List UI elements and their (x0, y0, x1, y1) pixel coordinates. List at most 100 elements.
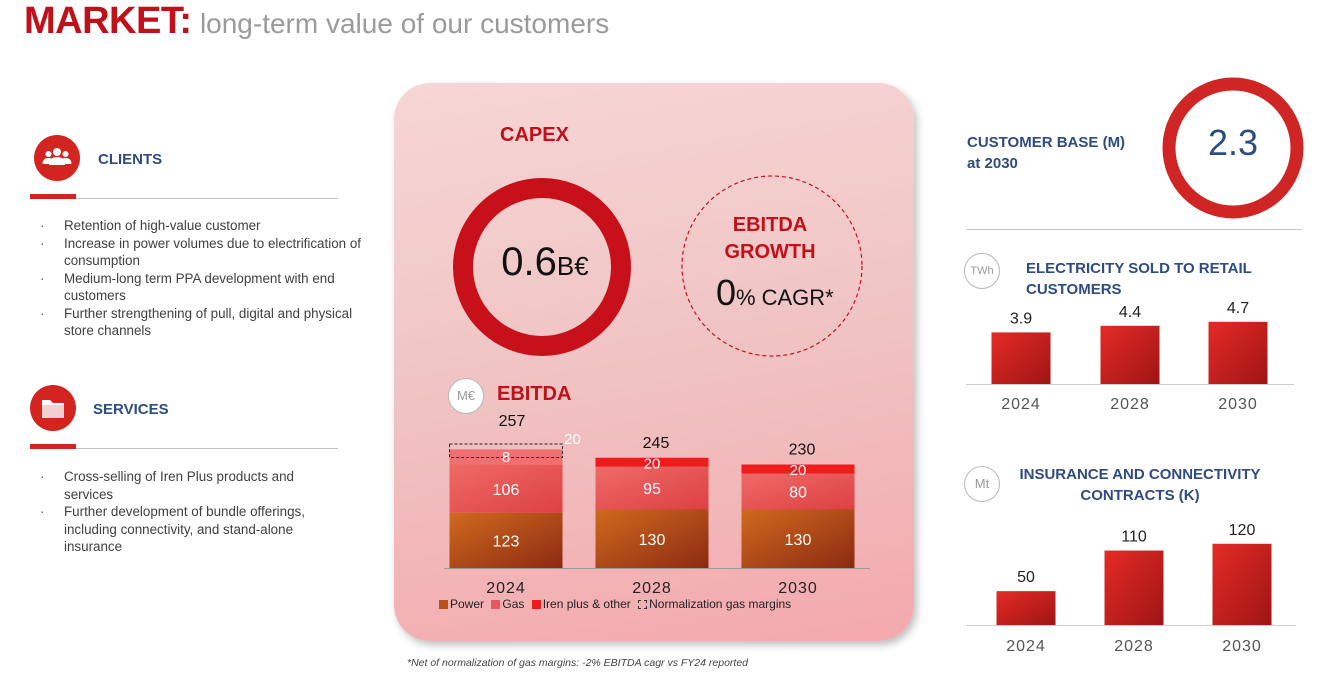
data-label: 130 (639, 532, 666, 549)
capex-value-number: 0.6 (501, 240, 557, 284)
data-label: 130 (785, 532, 812, 549)
bar-segment (741, 509, 855, 568)
bar (996, 591, 1056, 625)
data-label: 8 (502, 449, 510, 466)
services-bullets: Cross-selling of Iren Plus products and … (34, 468, 344, 556)
bar-segment (449, 449, 563, 465)
services-divider (76, 448, 338, 449)
list-item: Further strengthening of pull, digital a… (34, 305, 364, 340)
bar-segment (741, 473, 855, 510)
total-label: 245 (643, 435, 670, 452)
folder-icon (30, 385, 76, 431)
bar (991, 332, 1051, 384)
bar (1212, 543, 1272, 625)
x-tick-label: 2028 (632, 580, 672, 597)
data-label: 123 (493, 533, 520, 550)
capex-value-unit: B€ (556, 251, 589, 281)
customer-base-label-line1: CUSTOMER BASE (M) (967, 134, 1126, 151)
x-tick-label: 2024 (1006, 638, 1046, 655)
ebitda-growth-number: 0 (716, 272, 737, 313)
ebitda-chart-title: EBITDA (497, 383, 572, 405)
clients-title: CLIENTS (98, 151, 163, 168)
electricity-unit-badge: TWh (964, 253, 1000, 289)
ebitda-legend: Power Gas Iren plus & other Normalizatio… (439, 597, 795, 611)
right-divider (966, 229, 1302, 230)
ebitda-unit-badge: M€ (448, 378, 484, 414)
clients-bullets: Retention of high-value customer Increas… (34, 217, 364, 340)
insurance-chart-title: INSURANCE AND CONNECTIVITY CONTRACTS (K) (1002, 464, 1278, 506)
capex-value: 0.6B€ (455, 240, 635, 285)
ebitda-growth-circle (681, 175, 863, 357)
insurance-chart-title-line2: CONTRACTS (K) (1080, 487, 1200, 504)
list-item: Retention of high-value customer (34, 217, 364, 235)
data-label: 3.9 (1010, 310, 1032, 327)
list-item: Further development of bundle offerings,… (34, 503, 344, 556)
ebitda-growth-value: 0% CAGR* (716, 272, 834, 314)
bar-segment (449, 464, 563, 513)
list-item: Cross-selling of Iren Plus products and … (34, 468, 344, 503)
services-title: SERVICES (93, 401, 169, 418)
legend-item-gas: Gas (491, 597, 524, 611)
customer-base-label: CUSTOMER BASE (M) at 2030 (967, 132, 1125, 174)
bar-segment (741, 464, 855, 474)
page-title-sub: long-term value of our customers (199, 8, 610, 39)
legend-item-iren-plus: Iren plus & other (531, 597, 631, 611)
bar-segment (595, 457, 709, 467)
legend-item-normalization: Normalization gas margins (638, 597, 791, 611)
customer-base-ring (1162, 77, 1304, 219)
legend-label: Normalization gas margins (649, 597, 792, 611)
bar-segment (449, 512, 563, 568)
data-label: 20 (644, 455, 661, 472)
electricity-bar-chart: 3.9 2024 4.4 2028 4.7 2030 (966, 300, 1294, 413)
data-label: 4.4 (1119, 304, 1141, 321)
data-label: 110 (1121, 529, 1147, 546)
x-tick-label: 2030 (1222, 638, 1262, 655)
bar-segment (595, 509, 709, 568)
electricity-chart-title: ELECTRICITY SOLD TO RETAIL CUSTOMERS (1026, 260, 1252, 298)
customer-base-value: 2.3 (1207, 122, 1259, 163)
insurance-chart-title-line1: INSURANCE AND CONNECTIVITY (1019, 466, 1261, 483)
ebitda-growth-title: EBITDA GROWTH (700, 212, 840, 266)
x-tick-label: 2030 (778, 580, 818, 597)
legend-label: Iren plus & other (542, 597, 631, 611)
data-label: 4.7 (1227, 300, 1249, 317)
data-label: 20 (564, 431, 581, 448)
total-label: 230 (789, 442, 816, 459)
people-icon (34, 135, 80, 181)
ebitda-growth-cagr: CAGR* (761, 285, 834, 310)
normalization-box (449, 443, 563, 459)
data-label: 95 (643, 481, 661, 498)
data-label: 120 (1229, 522, 1256, 539)
data-label: 80 (789, 485, 807, 502)
data-label: 20 (790, 462, 807, 479)
data-label: 50 (1017, 569, 1035, 586)
capex-donut (453, 178, 631, 356)
page-title-main: MARKET: (24, 0, 192, 42)
bar-segment (595, 466, 709, 510)
clients-divider (76, 198, 338, 199)
ebitda-stacked-chart: 123 106 20 8 257 2024 130 95 20 245 2028 130 80 20 230… (444, 413, 870, 597)
x-tick-label: 2024 (1001, 396, 1041, 413)
data-label: 106 (493, 482, 520, 499)
ebitda-growth-title-line1: EBITDA (732, 214, 808, 236)
bar (1208, 321, 1268, 384)
list-item: Medium-long term PPA development with en… (34, 270, 364, 305)
ebitda-growth-pct: % (736, 285, 756, 310)
bar (1100, 325, 1160, 384)
x-tick-label: 2028 (1110, 396, 1150, 413)
ebitda-growth-title-line2: GROWTH (724, 241, 816, 263)
list-item: Increase in power volumes due to electri… (34, 235, 364, 270)
total-label: 257 (499, 413, 526, 430)
legend-item-power: Power (439, 597, 484, 611)
x-tick-label: 2030 (1218, 396, 1258, 413)
bar (1104, 550, 1164, 625)
legend-label: Power (450, 597, 485, 611)
x-tick-label: 2024 (486, 580, 526, 597)
footnote: *Net of normalization of gas margins: -2… (407, 657, 749, 669)
services-accent-line (30, 444, 76, 449)
capex-title: CAPEX (500, 124, 569, 146)
insurance-unit-badge: Mt (964, 466, 1000, 502)
x-tick-label: 2028 (1114, 638, 1154, 655)
legend-label: Gas (502, 597, 525, 611)
page-title: MARKET: long-term value of our customers (24, 0, 609, 43)
